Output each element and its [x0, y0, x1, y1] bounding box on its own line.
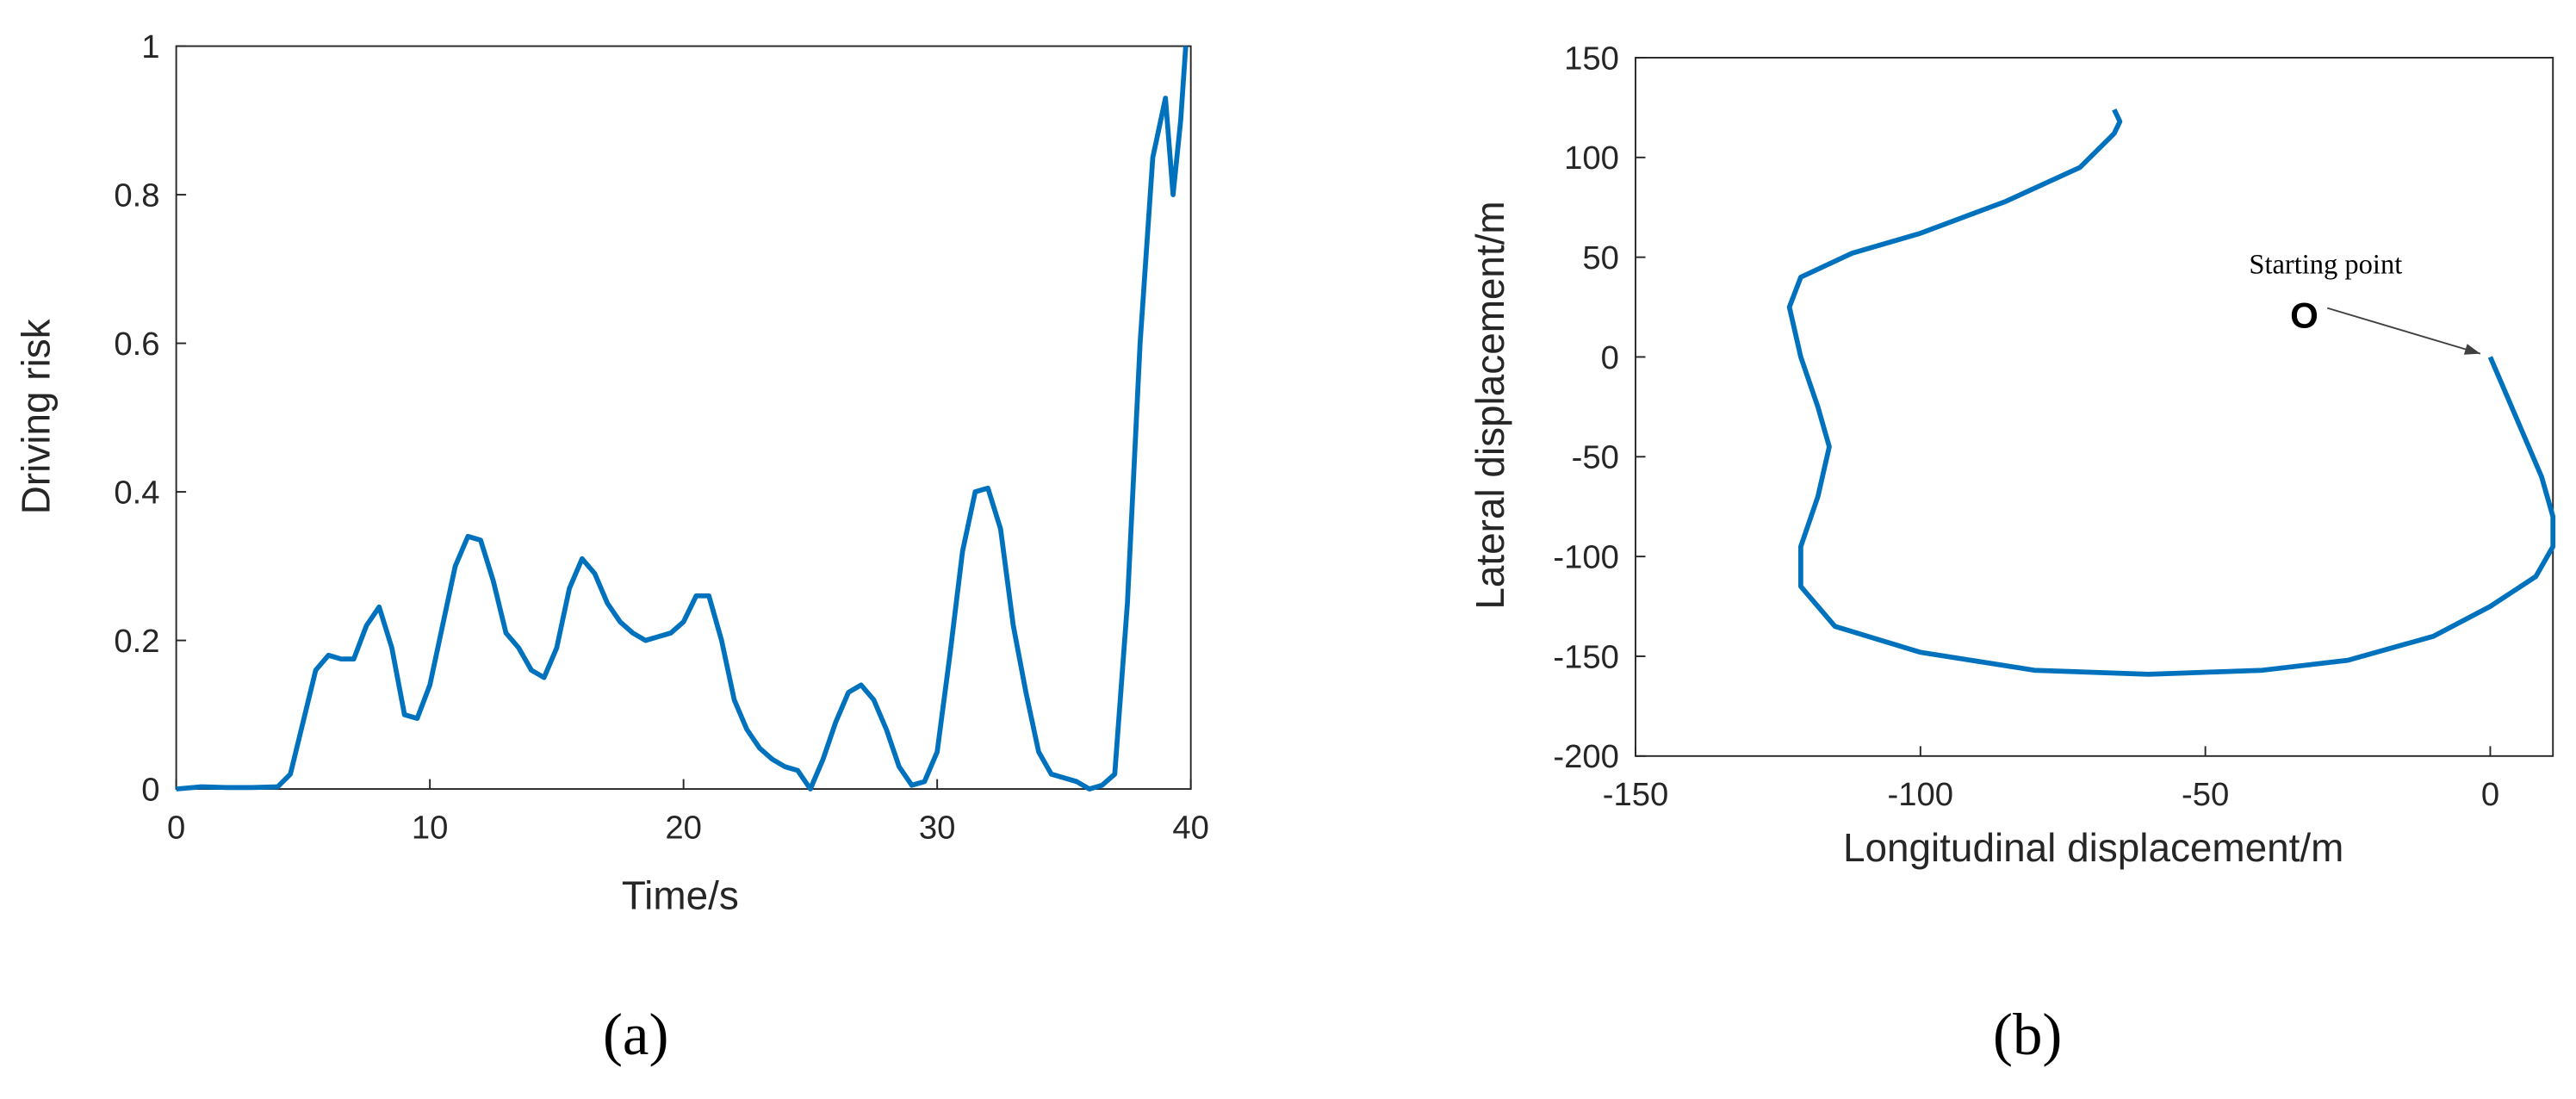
y-tick-label: 0	[141, 771, 159, 808]
y-tick-label: 0.6	[114, 326, 159, 363]
y-tick-label: 150	[1564, 40, 1619, 77]
x-tick-label: -150	[1603, 776, 1669, 813]
caption: (b)	[1993, 1002, 2062, 1067]
y-tick-label: -150	[1553, 638, 1619, 675]
annotation: Starting point	[2249, 249, 2402, 280]
x-axis-label: Longitudinal displacement/m	[1843, 825, 2343, 870]
x-tick-label: 10	[412, 809, 449, 846]
arrow-shaft	[2326, 307, 2481, 355]
y-tick-label: -50	[1572, 439, 1619, 476]
plot-frame	[1635, 56, 2554, 757]
y-axis-label: Driving risk	[13, 319, 58, 514]
data-line	[176, 46, 1189, 792]
y-tick-label: 100	[1564, 140, 1619, 177]
x-tick-label: 0	[2481, 776, 2499, 813]
y-tick-label: 0.2	[114, 623, 159, 660]
x-tick-label: 20	[665, 809, 702, 846]
y-tick-label: 0	[1601, 339, 1619, 376]
y-tick-label: 0.8	[114, 177, 159, 214]
x-tick-label: 40	[1172, 809, 1209, 846]
x-tick-label: -50	[2182, 776, 2229, 813]
data-line	[1786, 108, 2556, 677]
y-tick-label: 50	[1582, 239, 1619, 276]
plot-frame	[175, 45, 1192, 791]
arrow-head	[2463, 344, 2480, 355]
x-tick-label: -100	[1888, 776, 1954, 813]
x-tick-label: 0	[167, 809, 185, 846]
start-marker: O	[2290, 295, 2318, 336]
x-axis-label: Time/s	[622, 873, 739, 918]
y-tick-label: 0.4	[114, 474, 159, 511]
caption: (a)	[603, 1002, 668, 1067]
y-tick-label: -200	[1553, 738, 1619, 775]
y-tick-label: -100	[1553, 539, 1619, 576]
x-tick-label: 30	[919, 809, 956, 846]
y-axis-label: Lateral displacement/m	[1468, 201, 1512, 609]
y-tick-label: 1	[141, 28, 159, 65]
